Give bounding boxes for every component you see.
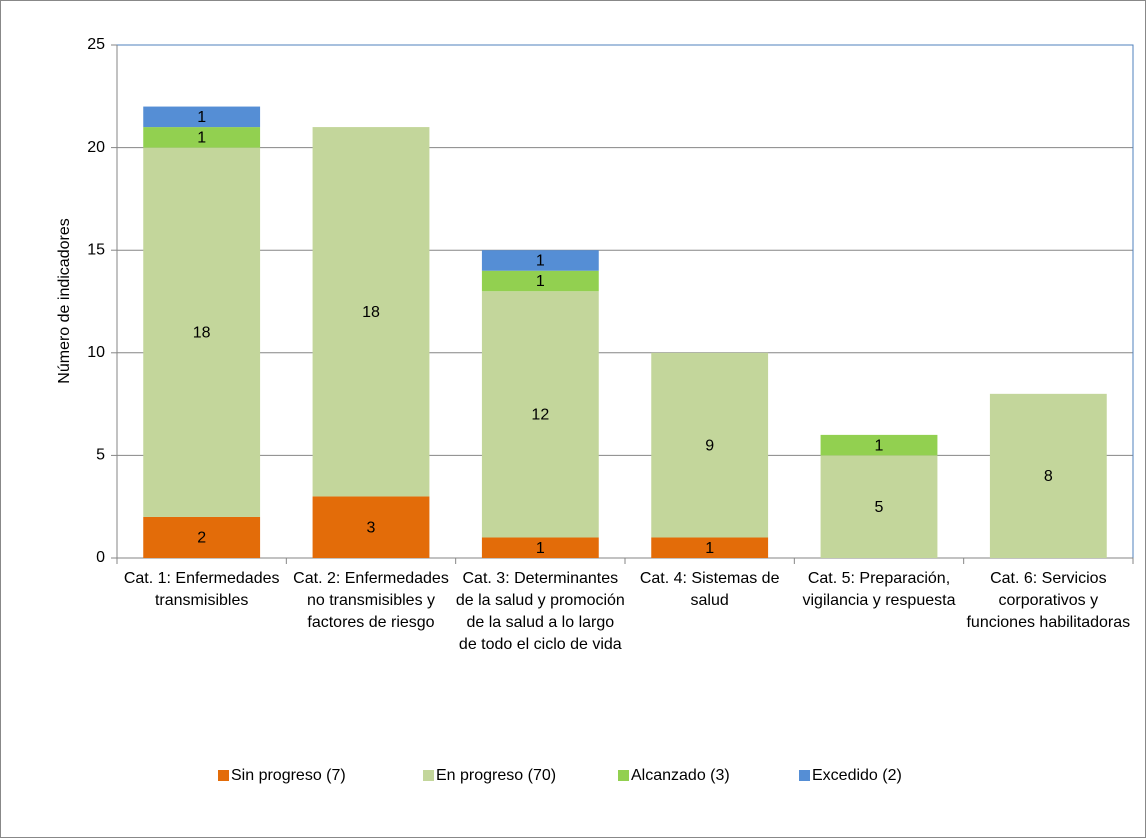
x-tick-label: Cat. 3: Determinantes de la salud y prom… xyxy=(455,570,625,653)
y-tick-label: 15 xyxy=(87,241,105,258)
data-label: 1 xyxy=(705,540,714,557)
legend-label: Sin progreso (7) xyxy=(231,767,346,784)
bar-segment xyxy=(820,455,938,558)
bar-segment xyxy=(651,537,769,558)
x-tick-label: Cat. 5: Preparación, vigilancia y respue… xyxy=(802,570,956,609)
data-label: 1 xyxy=(536,273,545,290)
bar-segment xyxy=(143,106,261,128)
x-tick-label: Cat. 1: Enfermedades transmisibles xyxy=(123,570,280,609)
data-label: 18 xyxy=(362,304,380,321)
x-tick-label: Cat. 4: Sistemas de salud xyxy=(639,570,780,609)
data-label: 1 xyxy=(536,253,545,270)
data-label: 2 xyxy=(197,530,206,547)
bar-segment xyxy=(481,537,599,558)
y-tick-label: 20 xyxy=(87,139,105,156)
bar-segment xyxy=(989,393,1107,558)
bar-segment xyxy=(820,434,938,456)
bar-segment xyxy=(481,270,599,292)
legend-label: Excedido (2) xyxy=(812,767,902,784)
y-tick-label: 25 xyxy=(87,36,105,53)
y-tick-label: 10 xyxy=(87,344,105,361)
bar-segment xyxy=(312,127,430,497)
data-label: 9 xyxy=(705,437,714,454)
bar-segment xyxy=(481,250,599,271)
legend-swatch xyxy=(423,770,434,781)
legend-swatch xyxy=(218,770,229,781)
y-axis-label: Número de indicadores xyxy=(56,218,73,383)
data-label: 18 xyxy=(193,324,211,341)
x-tick-label: Cat. 6: Servicios corporativos y funcion… xyxy=(966,570,1131,631)
data-label: 3 xyxy=(367,519,376,536)
legend-label: Alcanzado (3) xyxy=(631,767,730,784)
data-label: 1 xyxy=(197,130,206,147)
x-tick-label: Cat. 2: Enfermedades no transmisibles y … xyxy=(293,570,449,631)
bar-segment xyxy=(312,496,430,558)
y-tick-label: 0 xyxy=(96,549,105,566)
bar-segment xyxy=(481,291,599,538)
bar-segment xyxy=(143,516,261,558)
legend-swatch xyxy=(618,770,629,781)
y-tick-label: 5 xyxy=(96,447,105,464)
data-label: 5 xyxy=(875,499,884,516)
data-label: 1 xyxy=(875,437,884,454)
bar-segment xyxy=(143,127,261,148)
legend-swatch xyxy=(799,770,810,781)
bar-segment xyxy=(651,352,769,538)
data-label: 12 xyxy=(531,407,549,424)
data-label: 1 xyxy=(536,540,545,557)
data-label: 8 xyxy=(1044,468,1053,485)
data-label: 1 xyxy=(197,109,206,126)
legend-label: En progreso (70) xyxy=(436,767,556,784)
bar-segment xyxy=(143,147,261,517)
